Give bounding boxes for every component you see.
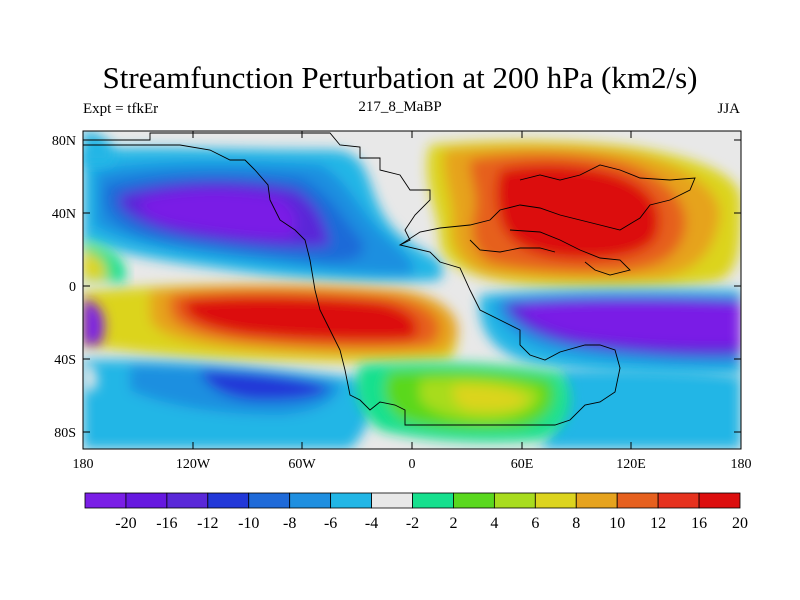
colorbar-label: -10 (238, 515, 259, 532)
colorbar-swatch (698, 492, 741, 509)
colorbar-label: 4 (490, 515, 498, 532)
y-tick-label: 80S (54, 426, 76, 441)
colorbar-swatch (616, 492, 659, 509)
y-tick-label: 40S (54, 353, 76, 368)
colorbar-label: 2 (449, 515, 457, 532)
y-ticks (83, 139, 741, 433)
y-tick-label: 80N (52, 134, 76, 149)
colorbar-label: -8 (283, 515, 296, 532)
x-tick-label: 0 (409, 457, 416, 472)
coastlines (83, 132, 696, 426)
colorbar-swatch (166, 492, 209, 509)
colorbar-label: -16 (156, 515, 177, 532)
map-title: Streamfunction Perturbation at 200 hPa (… (102, 60, 698, 95)
x-tick-label: 180 (731, 457, 752, 472)
colorbar-swatch (84, 492, 127, 509)
colorbar-swatch (207, 492, 250, 509)
colorbar-swatch (453, 492, 495, 509)
x-tick-label: 120W (176, 457, 211, 472)
x-tick-label: 180 (73, 457, 94, 472)
colorbar-label: -6 (324, 515, 337, 532)
y-tick-label: 40N (52, 207, 76, 222)
colorbar-label: 6 (531, 515, 539, 532)
colorbar-swatch (330, 492, 372, 509)
colorbar-label: -2 (406, 515, 419, 532)
x-ticks (82, 131, 742, 449)
colorbar-label: -12 (197, 515, 218, 532)
colorbar-label: 16 (691, 515, 707, 532)
colorbar-swatch (371, 492, 413, 509)
colorbar (84, 492, 741, 509)
colorbar-label: 12 (650, 515, 666, 532)
experiment-label: Expt = tfkEr (83, 101, 159, 117)
colorbar-swatch (248, 492, 291, 509)
colorbar-label: -20 (115, 515, 136, 532)
colorbar-swatch (575, 492, 618, 509)
season-label: JJA (717, 101, 740, 117)
x-tick-label: 60W (288, 457, 316, 472)
colorbar-swatch (125, 492, 168, 509)
colorbar-label: 8 (572, 515, 580, 532)
contour-field (83, 131, 741, 449)
colorbar-labels: -20 -16 -12 -10 -8 -6 -4 -2 2 4 6 8 10 12 16 20 (115, 515, 748, 532)
x-tick-label: 60E (511, 457, 534, 472)
colorbar-swatch (534, 492, 577, 509)
period-label: 217_8_MaBP (358, 99, 442, 115)
colorbar-swatch (289, 492, 332, 509)
colorbar-swatch (412, 492, 454, 509)
colorbar-label: -4 (365, 515, 378, 532)
colorbar-swatch (493, 492, 536, 509)
colorbar-label: 10 (609, 515, 625, 532)
x-tick-label: 120E (616, 457, 646, 472)
y-tick-label: 0 (69, 280, 76, 295)
colorbar-label: 20 (732, 515, 748, 532)
colorbar-swatch (657, 492, 700, 509)
